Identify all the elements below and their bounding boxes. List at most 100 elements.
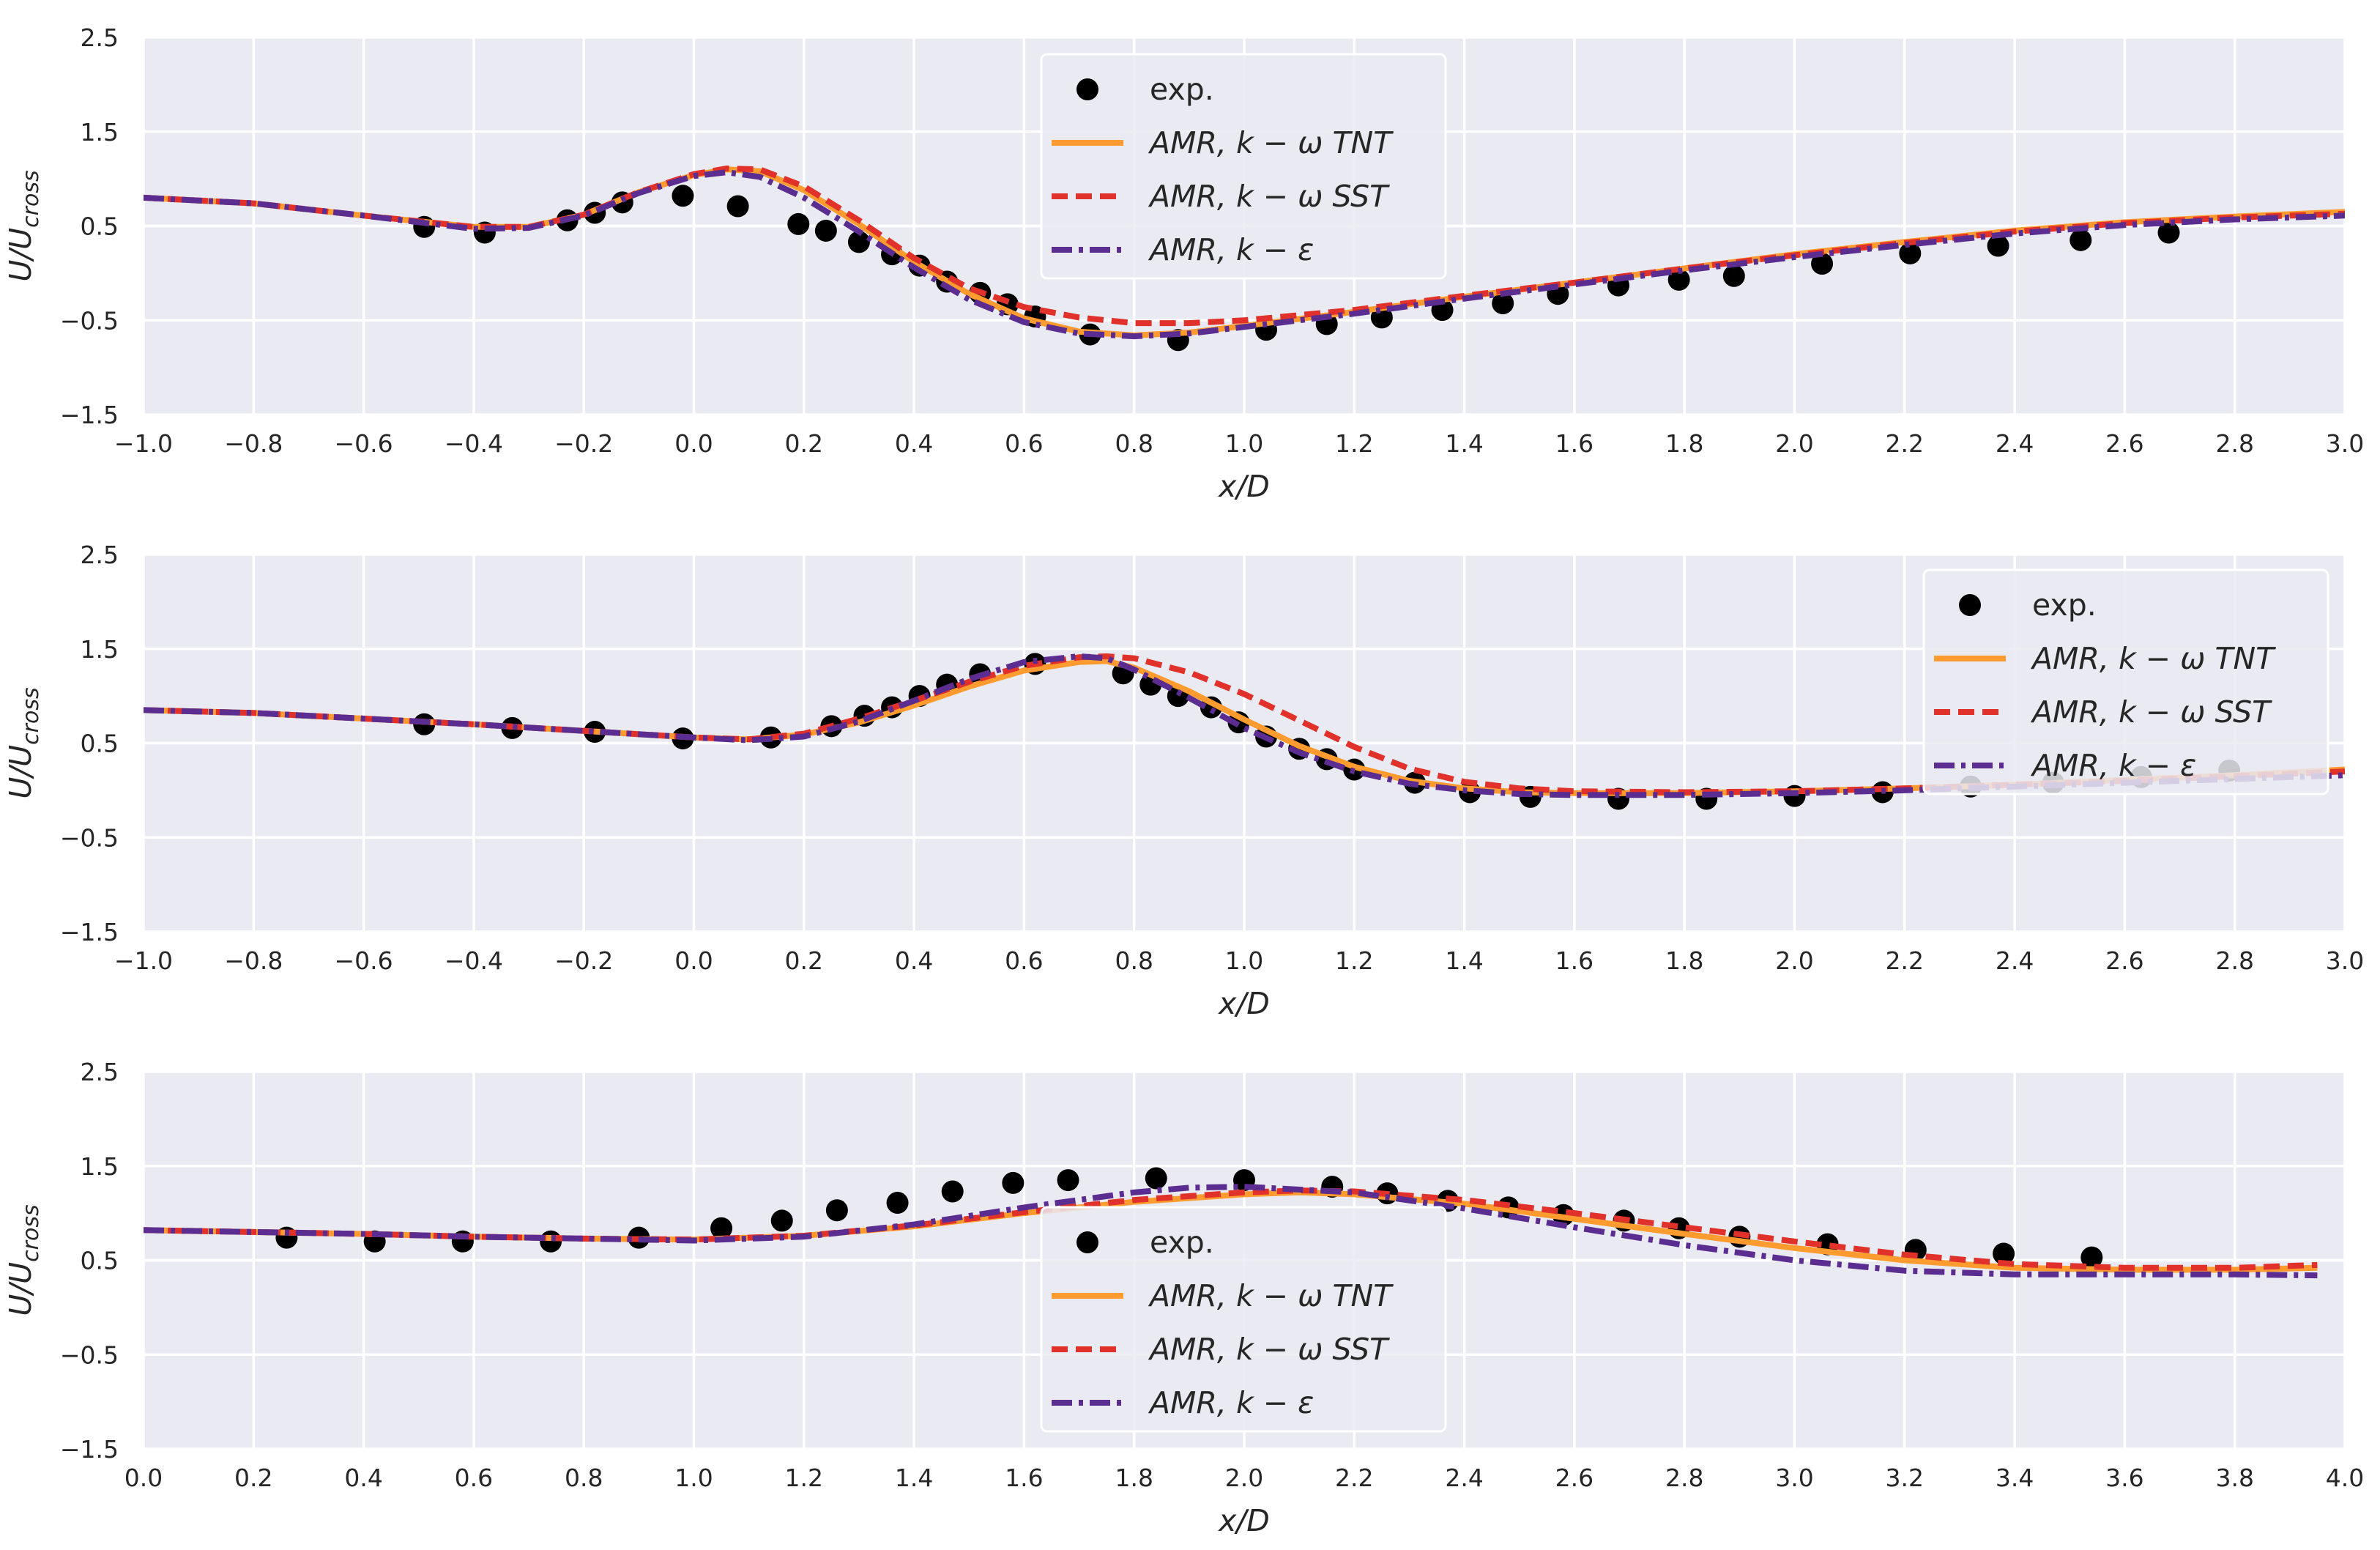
exp-data-point	[672, 185, 694, 207]
exp-data-point	[825, 1199, 848, 1222]
x-tick-label: −0.6	[335, 946, 393, 975]
exp-data-point	[1492, 292, 1514, 315]
legend-label-ke: AMR, k − ε	[1148, 232, 1314, 267]
x-tick-label: 0.6	[1005, 946, 1043, 975]
exp-data-point	[710, 1217, 733, 1239]
legend-label-tnt: AMR, k − ω TNT	[1148, 1278, 1394, 1313]
exp-data-point	[886, 1191, 909, 1214]
legend-box	[1040, 53, 1447, 280]
x-tick-label: 1.4	[1445, 429, 1483, 458]
x-tick-label: 1.0	[1225, 946, 1263, 975]
legend-label-sst: AMR, k − ω SST	[1148, 1332, 1390, 1367]
x-tick-label: −1.0	[114, 946, 173, 975]
series-line-ke	[144, 1184, 2318, 1279]
legend-label-tnt: AMR, k − ω TNT	[2030, 641, 2276, 676]
legend-box	[1040, 1206, 1447, 1433]
x-tick-label: 2.6	[1555, 1464, 1594, 1492]
y-tick-label: −0.5	[60, 306, 119, 335]
x-tick-label: 3.0	[2326, 429, 2364, 458]
exp-data-point	[1667, 268, 1690, 291]
legend: exp. AMR, k − ω TNT AMR, k − ω SST AMR, k −…	[1040, 53, 1447, 280]
series-group	[144, 653, 2345, 810]
exp-data-point	[941, 1180, 964, 1203]
x-tick-label: 1.0	[1225, 429, 1263, 458]
x-tick-label: 1.8	[1665, 946, 1703, 975]
y-tick-label: 1.5	[81, 118, 119, 147]
exp-data-point	[1811, 253, 1834, 275]
exp-data-point	[2157, 221, 2180, 244]
x-tick-label: 2.2	[1886, 429, 1924, 458]
y-tick-label: 0.5	[81, 212, 119, 241]
x-tick-label: 0.2	[785, 429, 823, 458]
legend-label-sst: AMR, k − ω SST	[2030, 694, 2272, 730]
y-tick-label: −1.5	[60, 1435, 119, 1464]
x-tick-label: −0.2	[554, 946, 613, 975]
legend-label-exp: exp.	[2032, 587, 2097, 623]
exp-data-point	[1987, 234, 2009, 257]
x-tick-label: 2.8	[2215, 946, 2253, 975]
y-axis-label: U/Ucross	[3, 687, 44, 798]
x-tick-label: 0.0	[674, 429, 713, 458]
series-line-ke	[144, 653, 2345, 798]
legend: exp. AMR, k − ω TNT AMR, k − ω SST AMR, k −…	[1922, 568, 2329, 796]
x-tick-label: 0.2	[234, 1464, 272, 1492]
x-tick-label: 0.4	[344, 1464, 382, 1492]
x-tick-label: 1.4	[895, 1464, 933, 1492]
exp-data-point	[1002, 1171, 1024, 1194]
exp-data-point	[540, 1230, 562, 1253]
exp-data-point	[770, 1209, 793, 1232]
x-tick-label: −0.4	[445, 429, 503, 458]
exp-data-point	[1057, 1169, 1079, 1192]
legend-box	[1922, 568, 2329, 796]
x-tick-label: 1.2	[1335, 946, 1373, 975]
x-tick-label: 0.4	[895, 429, 933, 458]
y-tick-label: −0.5	[60, 823, 119, 852]
legend-label-ke: AMR, k − ε	[2030, 748, 2196, 783]
x-tick-label: −0.8	[224, 946, 283, 975]
x-tick-label: 2.0	[1225, 1464, 1263, 1492]
exp-data-point	[1993, 1242, 2015, 1265]
y-tick-label: 0.5	[81, 730, 119, 758]
x-tick-label: 1.0	[674, 1464, 713, 1492]
y-axis-label: U/Ucross	[3, 170, 44, 281]
chart-panel-1: −1.0 −0.8 −0.6 −0.4 −0.2 0.0 0.2 0.4 0.6 0.8 1.0 1.…	[3, 23, 2364, 504]
x-tick-label: 0.0	[124, 1464, 163, 1492]
exp-data-point	[2070, 229, 2092, 251]
x-tick-label: 1.8	[1665, 429, 1703, 458]
x-axis-label: x/D	[1217, 986, 1270, 1021]
y-tick-label: −0.5	[60, 1341, 119, 1369]
exp-data-point	[814, 219, 837, 242]
x-tick-label: 2.2	[1335, 1464, 1373, 1492]
x-tick-label: 2.4	[1445, 1464, 1483, 1492]
x-tick-label: −0.6	[335, 429, 393, 458]
x-tick-label: 0.4	[895, 946, 933, 975]
x-tick-label: 2.6	[2105, 946, 2143, 975]
x-tick-label: 0.6	[1005, 429, 1043, 458]
x-tick-label: 2.0	[1775, 946, 1813, 975]
legend-label-tnt: AMR, k − ω TNT	[1148, 125, 1394, 160]
exp-data-point	[726, 195, 749, 218]
y-tick-label: −1.5	[60, 918, 119, 946]
y-tick-label: 2.5	[81, 23, 119, 52]
legend: exp. AMR, k − ω TNT AMR, k − ω SST AMR, k −…	[1040, 1206, 1447, 1433]
x-tick-label: −0.8	[224, 429, 283, 458]
x-tick-label: 0.8	[1115, 946, 1153, 975]
y-tick-label: 1.5	[81, 1152, 119, 1181]
x-tick-label: 3.0	[2326, 946, 2364, 975]
x-tick-label: 2.2	[1886, 946, 1924, 975]
x-axis-label: x/D	[1217, 1503, 1270, 1538]
exp-data-point	[1722, 264, 1745, 287]
x-tick-label: 1.8	[1115, 1464, 1153, 1492]
series-group	[144, 166, 2345, 352]
x-tick-label: 3.6	[2105, 1464, 2143, 1492]
x-tick-label: 2.6	[2105, 429, 2143, 458]
x-tick-label: 1.6	[1555, 946, 1594, 975]
x-tick-label: 1.2	[785, 1464, 823, 1492]
x-tick-label: 4.0	[2326, 1464, 2364, 1492]
x-tick-label: 1.6	[1005, 1464, 1043, 1492]
y-tick-label: 1.5	[81, 635, 119, 664]
y-tick-label: 2.5	[81, 541, 119, 569]
y-axis-label: U/Ucross	[3, 1204, 44, 1316]
x-tick-label: 0.8	[1115, 429, 1153, 458]
